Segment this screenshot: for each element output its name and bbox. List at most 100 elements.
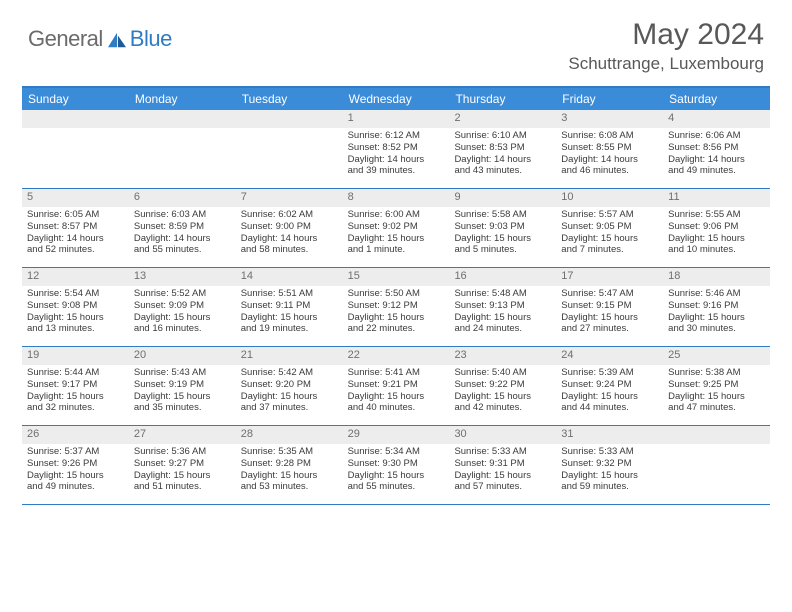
day-number-wrap: 25 [663,347,770,365]
day-cell: 14Sunrise: 5:51 AMSunset: 9:11 PMDayligh… [236,268,343,346]
day-info-line: and 19 minutes. [241,323,339,335]
day-number-wrap: 7 [236,189,343,207]
day-info-line: Daylight: 15 hours [134,391,232,403]
day-cell: 16Sunrise: 5:48 AMSunset: 9:13 PMDayligh… [449,268,556,346]
day-cell: 2Sunrise: 6:10 AMSunset: 8:53 PMDaylight… [449,110,556,188]
day-info-line: Daylight: 14 hours [561,154,659,166]
day-body: Sunrise: 5:33 AMSunset: 9:31 PMDaylight:… [449,444,556,498]
weekday-header: Friday [556,88,663,110]
location-label: Schuttrange, Luxembourg [568,54,764,74]
day-number: 19 [27,349,39,361]
day-cell [663,426,770,504]
day-info-line: Sunrise: 6:00 AM [348,209,446,221]
day-number: 10 [561,191,573,203]
day-body: Sunrise: 6:02 AMSunset: 9:00 PMDaylight:… [236,207,343,261]
day-cell: 12Sunrise: 5:54 AMSunset: 9:08 PMDayligh… [22,268,129,346]
brand-general: General [28,26,103,52]
day-body: Sunrise: 6:05 AMSunset: 8:57 PMDaylight:… [22,207,129,261]
day-cell: 30 Sunrise: 5:33 AMSunset: 9:31 PMDayligh… [449,426,556,504]
day-info-line: and 55 minutes. [134,244,232,256]
day-number: 26 [27,428,39,440]
weekday-header: Wednesday [343,88,450,110]
day-cell: 21Sunrise: 5:42 AMSunset: 9:20 PMDayligh… [236,347,343,425]
day-info-line: Sunrise: 6:02 AM [241,209,339,221]
day-number-wrap: 4 [663,110,770,128]
day-number-wrap: 3 [556,110,663,128]
day-info-line: Sunrise: 5:33 AM [454,446,552,458]
day-number: 30 [454,428,466,440]
day-info-line: and 1 minute. [348,244,446,256]
day-info-line: and 53 minutes. [241,481,339,493]
day-number-wrap: 19 [22,347,129,365]
day-number-wrap: 15 [343,268,450,286]
day-info-line: Sunset: 8:52 PM [348,142,446,154]
day-info-line: and 32 minutes. [27,402,125,414]
day-body: Sunrise: 6:10 AMSunset: 8:53 PMDaylight:… [449,128,556,182]
day-body: Sunrise: 5:44 AMSunset: 9:17 PMDaylight:… [22,365,129,419]
day-info-line: and 10 minutes. [668,244,766,256]
day-body: Sunrise: 5:55 AMSunset: 9:06 PMDaylight:… [663,207,770,261]
day-info-line: Sunset: 9:32 PM [561,458,659,470]
day-number-wrap: 6 [129,189,236,207]
day-info-line: and 22 minutes. [348,323,446,335]
day-info-line: and 58 minutes. [241,244,339,256]
day-number-wrap: 20 [129,347,236,365]
day-info-line: Sunrise: 5:36 AM [134,446,232,458]
day-number-wrap: 13 [129,268,236,286]
day-info-line: Sunrise: 5:35 AM [241,446,339,458]
day-number: 8 [348,191,354,203]
day-info-line: Daylight: 15 hours [134,470,232,482]
day-number-empty [236,110,343,128]
day-info-line: Sunrise: 6:10 AM [454,130,552,142]
day-number: 18 [668,270,680,282]
day-info-line: Sunrise: 5:44 AM [27,367,125,379]
title-block: May 2024 Schuttrange, Luxembourg [568,18,764,74]
weekday-header: Sunday [22,88,129,110]
day-number: 11 [668,191,679,203]
day-number: 17 [561,270,573,282]
day-body: Sunrise: 5:37 AMSunset: 9:26 PMDaylight:… [22,444,129,498]
week-row: 5Sunrise: 6:05 AMSunset: 8:57 PMDaylight… [22,189,770,268]
day-cell: 13 Sunrise: 5:52 AMSunset: 9:09 PMDayligh… [129,268,236,346]
day-cell: 29Sunrise: 5:34 AMSunset: 9:30 PMDayligh… [343,426,450,504]
day-cell: 5Sunrise: 6:05 AMSunset: 8:57 PMDaylight… [22,189,129,267]
day-number: 21 [241,349,253,361]
day-info-line: Sunrise: 5:41 AM [348,367,446,379]
day-cell [129,110,236,188]
day-info-line: Sunrise: 6:06 AM [668,130,766,142]
day-info-line: Sunset: 9:19 PM [134,379,232,391]
day-body: Sunrise: 6:08 AMSunset: 8:55 PMDaylight:… [556,128,663,182]
day-cell [236,110,343,188]
brand-blue: Blue [130,26,172,52]
day-info-line: Daylight: 15 hours [134,312,232,324]
day-number-wrap: 30 [449,426,556,444]
day-number: 1 [348,112,354,124]
day-body: Sunrise: 5:43 AMSunset: 9:19 PMDaylight:… [129,365,236,419]
day-body: Sunrise: 5:35 AMSunset: 9:28 PMDaylight:… [236,444,343,498]
day-info-line: Sunrise: 5:37 AM [27,446,125,458]
day-number: 29 [348,428,360,440]
day-info-line: Sunrise: 5:50 AM [348,288,446,300]
day-body: Sunrise: 5:52 AMSunset: 9:09 PMDaylight:… [129,286,236,340]
day-number-empty [22,110,129,128]
day-body: Sunrise: 5:40 AMSunset: 9:22 PMDaylight:… [449,365,556,419]
day-body [22,128,129,134]
day-info-line: Sunrise: 5:38 AM [668,367,766,379]
day-info-line: Sunrise: 5:57 AM [561,209,659,221]
day-cell: 18Sunrise: 5:46 AMSunset: 9:16 PMDayligh… [663,268,770,346]
day-cell: 10Sunrise: 5:57 AMSunset: 9:05 PMDayligh… [556,189,663,267]
week-row: 26 Sunrise: 5:37 AMSunset: 9:26 PMDayligh… [22,426,770,505]
day-info-line: Sunrise: 5:43 AM [134,367,232,379]
day-number-wrap: 18 [663,268,770,286]
day-body: Sunrise: 5:58 AMSunset: 9:03 PMDaylight:… [449,207,556,261]
day-cell: 3Sunrise: 6:08 AMSunset: 8:55 PMDaylight… [556,110,663,188]
weekday-header: Thursday [449,88,556,110]
calendar-grid: Sunday Monday Tuesday Wednesday Thursday… [22,86,770,505]
day-info-line: Sunset: 9:05 PM [561,221,659,233]
day-number: 13 [134,270,146,282]
day-info-line: Sunset: 9:24 PM [561,379,659,391]
day-info-line: Sunset: 9:12 PM [348,300,446,312]
day-info-line: Sunrise: 5:40 AM [454,367,552,379]
day-info-line: Sunrise: 5:48 AM [454,288,552,300]
day-info-line: Daylight: 15 hours [454,312,552,324]
